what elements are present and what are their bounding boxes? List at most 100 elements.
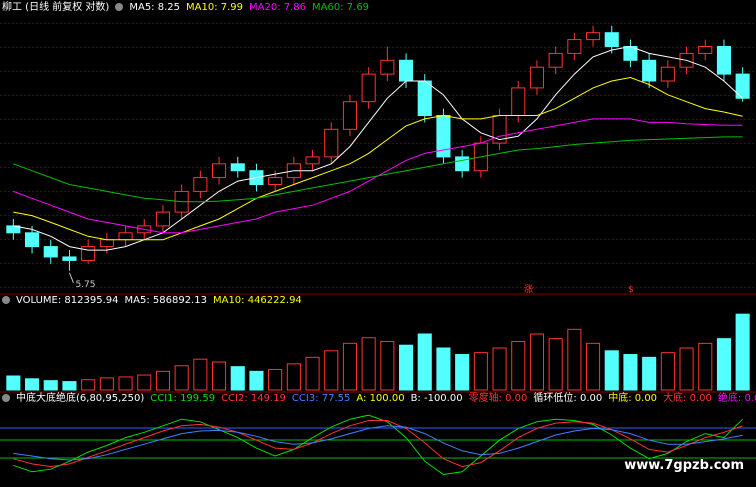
volume-bar	[399, 344, 414, 391]
indicator-line	[13, 425, 743, 461]
volume-bar	[25, 378, 40, 391]
volume-bar	[212, 361, 227, 391]
volume-bar	[43, 380, 58, 391]
volume-bar	[716, 338, 731, 391]
volume-bar	[99, 377, 114, 391]
candle-body	[268, 177, 283, 186]
volume-bar	[623, 354, 638, 391]
legend-entry: 中底: 0.00	[608, 393, 658, 404]
candle-body	[399, 59, 414, 82]
volume-bar	[529, 333, 544, 391]
legend-entry: 大底: 0.00	[663, 393, 712, 404]
chart-title: 中底大底绝底(6,80,95,250)	[16, 393, 145, 404]
volume-bar	[660, 352, 675, 391]
candle-body	[62, 256, 77, 261]
volume-bar	[604, 350, 619, 391]
volume-bar	[436, 347, 451, 391]
icon[interactable]	[2, 296, 10, 304]
candle-body	[230, 163, 245, 172]
candle-body	[155, 211, 170, 227]
volume-bar	[548, 338, 563, 391]
legend-entry: CCI3: 77.55	[291, 393, 351, 404]
volume-bar	[417, 333, 432, 391]
indicator-header: 中底大底绝底(6,80,95,250) CCI1: 199.59 CCI2: 149…	[2, 393, 756, 405]
volume-bar	[268, 368, 283, 391]
icon[interactable]	[2, 394, 10, 402]
legend-entry: MA5: 8.25	[129, 2, 180, 13]
volume-bar	[567, 328, 582, 391]
candle-body	[642, 59, 657, 82]
volume-bar	[230, 366, 245, 391]
candle-body	[529, 66, 544, 89]
candle-body	[305, 156, 320, 165]
volume-bar	[174, 365, 189, 391]
volume-bar	[698, 342, 713, 391]
candle-body	[193, 177, 208, 192]
candle-body	[455, 156, 470, 172]
volume-bar	[642, 356, 657, 391]
candle-body	[716, 46, 731, 75]
indicator-line	[13, 420, 743, 468]
candle-body	[212, 163, 227, 179]
candle-body	[548, 52, 563, 68]
candle-body	[118, 232, 133, 241]
chart-title: 柳工 (日线 前复权 对数)	[2, 2, 110, 13]
candle-body	[604, 32, 619, 48]
legend-entry: CCI1: 199.59	[150, 393, 216, 404]
candle-body	[380, 59, 395, 75]
icon[interactable]	[115, 3, 124, 11]
volume-bar	[193, 358, 208, 391]
volume-bar	[62, 381, 77, 391]
candle-body	[324, 128, 339, 158]
volume-bar	[492, 347, 507, 391]
volume-bar	[249, 370, 264, 391]
low-label: 5.75	[75, 280, 95, 290]
candle-body	[342, 101, 357, 130]
legend-entry: 循环低位: 0.00	[533, 393, 603, 404]
price-header: 柳工 (日线 前复权 对数) MA5: 8.25 MA10: 7.99 MA20: 7…	[2, 2, 375, 14]
legend-entry: 绝底: 0.00	[717, 393, 756, 404]
volume-bar	[679, 347, 694, 391]
volume-bar	[735, 313, 750, 391]
candle-body	[417, 80, 432, 116]
legend-entry: MA10: 446222.94	[212, 295, 302, 306]
legend-entry: B: -100.00	[410, 393, 463, 404]
candle-body	[361, 73, 376, 103]
volume-bar	[118, 376, 133, 391]
candle-body	[735, 73, 750, 99]
candle-body	[511, 87, 526, 117]
indicator-line	[13, 414, 743, 476]
legend-entry: MA20: 7.86	[249, 2, 307, 13]
volume-bar	[361, 337, 376, 391]
chart-title: VOLUME: 812395.94	[16, 295, 119, 306]
volume-bar	[473, 352, 488, 391]
legend-entry: 零度轴: 0.00	[468, 393, 528, 404]
candle-body	[698, 46, 713, 54]
candle-body	[586, 32, 601, 41]
volume-header: VOLUME: 812395.94 MA5: 586892.13 MA10: 446…	[2, 295, 308, 307]
legend-entry: MA5: 586892.13	[124, 295, 207, 306]
low-pointer	[68, 272, 74, 283]
annotation: $	[628, 285, 634, 295]
volume-bar	[455, 354, 470, 391]
volume-bar	[286, 363, 301, 391]
volume-bar	[380, 340, 395, 391]
ma-line	[13, 45, 743, 251]
legend-entry: MA60: 7.69	[312, 2, 370, 13]
candle-body	[43, 246, 58, 258]
candle-body	[25, 232, 40, 248]
volume-bar	[81, 379, 96, 391]
candle-body	[567, 39, 582, 54]
watermark: www.7gpzb.com	[624, 458, 744, 473]
legend-entry: A: 100.00	[356, 393, 405, 404]
candle-body	[99, 239, 114, 248]
volume-bar	[137, 374, 152, 391]
volume-bar	[586, 342, 601, 391]
annotation: 涨	[524, 284, 533, 295]
ma-line	[13, 136, 743, 203]
volume-bar	[155, 370, 170, 391]
volume-bar	[305, 356, 320, 391]
ma-line	[13, 76, 743, 241]
